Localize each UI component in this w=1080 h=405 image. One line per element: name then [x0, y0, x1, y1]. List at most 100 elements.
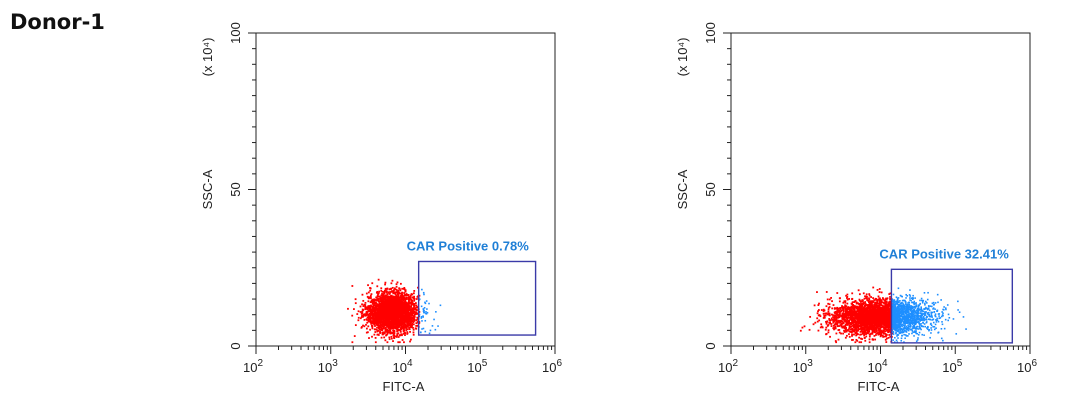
event-negative [841, 309, 843, 312]
event-negative [379, 309, 381, 312]
event-negative [370, 314, 373, 316]
event-negative [853, 321, 855, 324]
event-negative [822, 310, 825, 312]
event-negative [378, 325, 381, 327]
event-negative [391, 320, 393, 323]
event-negative [396, 334, 399, 337]
event-negative [857, 326, 860, 329]
event-negative [398, 314, 401, 317]
event-negative [868, 320, 871, 323]
event-negative [384, 307, 387, 310]
event-negative [865, 333, 867, 335]
event-negative [372, 298, 374, 301]
event-negative [375, 308, 378, 311]
event-negative [413, 311, 416, 314]
event-negative [390, 306, 393, 309]
event-negative [407, 298, 410, 300]
event-negative [861, 328, 864, 331]
event-negative [364, 304, 367, 306]
event-negative [868, 326, 871, 329]
event-negative [381, 329, 384, 331]
event-negative [404, 299, 407, 302]
event-negative [841, 316, 844, 319]
event-negative [844, 336, 847, 339]
event-negative [376, 330, 379, 333]
event-negative [856, 318, 859, 321]
event-negative [403, 301, 406, 304]
event-positive [423, 307, 426, 309]
event-negative [854, 315, 857, 318]
event-negative [840, 310, 842, 312]
event-negative [878, 298, 881, 301]
event-negative [385, 313, 387, 316]
event-negative [406, 304, 409, 307]
event-negative [837, 313, 839, 316]
event-negative [392, 329, 394, 332]
event-negative [864, 301, 867, 303]
event-negative [868, 335, 871, 338]
event-negative [366, 321, 369, 324]
event-negative [846, 295, 849, 298]
event-negative [367, 306, 370, 309]
event-negative [842, 301, 845, 304]
event-negative [394, 321, 397, 324]
event-negative [833, 318, 836, 321]
event-negative [384, 339, 387, 342]
event-negative [838, 309, 841, 312]
event-negative [412, 328, 415, 331]
event-negative [389, 318, 391, 321]
event-negative [384, 329, 387, 332]
event-negative [887, 302, 890, 305]
event-negative [381, 290, 384, 293]
event-negative [852, 318, 855, 321]
event-negative [866, 295, 868, 298]
event-negative [845, 334, 848, 337]
event-negative [860, 327, 863, 330]
event-negative [860, 337, 862, 340]
event-positive [423, 293, 425, 296]
event-negative [367, 291, 370, 294]
event-negative [390, 326, 393, 329]
event-negative [402, 303, 405, 305]
event-negative [827, 308, 830, 311]
event-negative [400, 315, 403, 318]
event-negative [852, 324, 855, 327]
event-negative [391, 300, 394, 303]
event-negative [403, 310, 405, 313]
event-negative [379, 328, 382, 331]
event-negative [399, 330, 402, 333]
event-negative [891, 332, 894, 335]
event-negative [397, 336, 400, 338]
car-positive-gate[interactable] [417, 260, 537, 336]
event-negative [403, 320, 406, 323]
x-tick-label: 105 [467, 358, 487, 375]
event-negative [405, 297, 408, 300]
event-positive [421, 328, 423, 330]
event-negative [398, 323, 400, 326]
event-negative [386, 296, 389, 299]
event-negative [401, 311, 404, 314]
event-negative [851, 298, 853, 300]
event-negative [860, 301, 862, 303]
event-negative [885, 301, 888, 303]
event-negative [850, 312, 853, 315]
event-negative [869, 318, 872, 321]
event-negative [378, 328, 381, 331]
event-negative [394, 288, 397, 291]
event-negative [401, 339, 404, 341]
event-negative [854, 327, 857, 330]
event-negative [406, 331, 409, 334]
event-negative [408, 299, 411, 301]
event-negative [883, 335, 886, 338]
event-negative [879, 299, 882, 302]
event-negative [860, 308, 863, 311]
event-negative [872, 316, 875, 318]
event-negative [405, 329, 408, 332]
x-tick-label: 103 [318, 358, 338, 375]
event-negative [873, 324, 876, 326]
event-negative [864, 331, 867, 334]
event-negative [384, 323, 387, 326]
event-negative [854, 325, 857, 328]
event-negative [878, 303, 881, 306]
event-negative [881, 316, 884, 319]
